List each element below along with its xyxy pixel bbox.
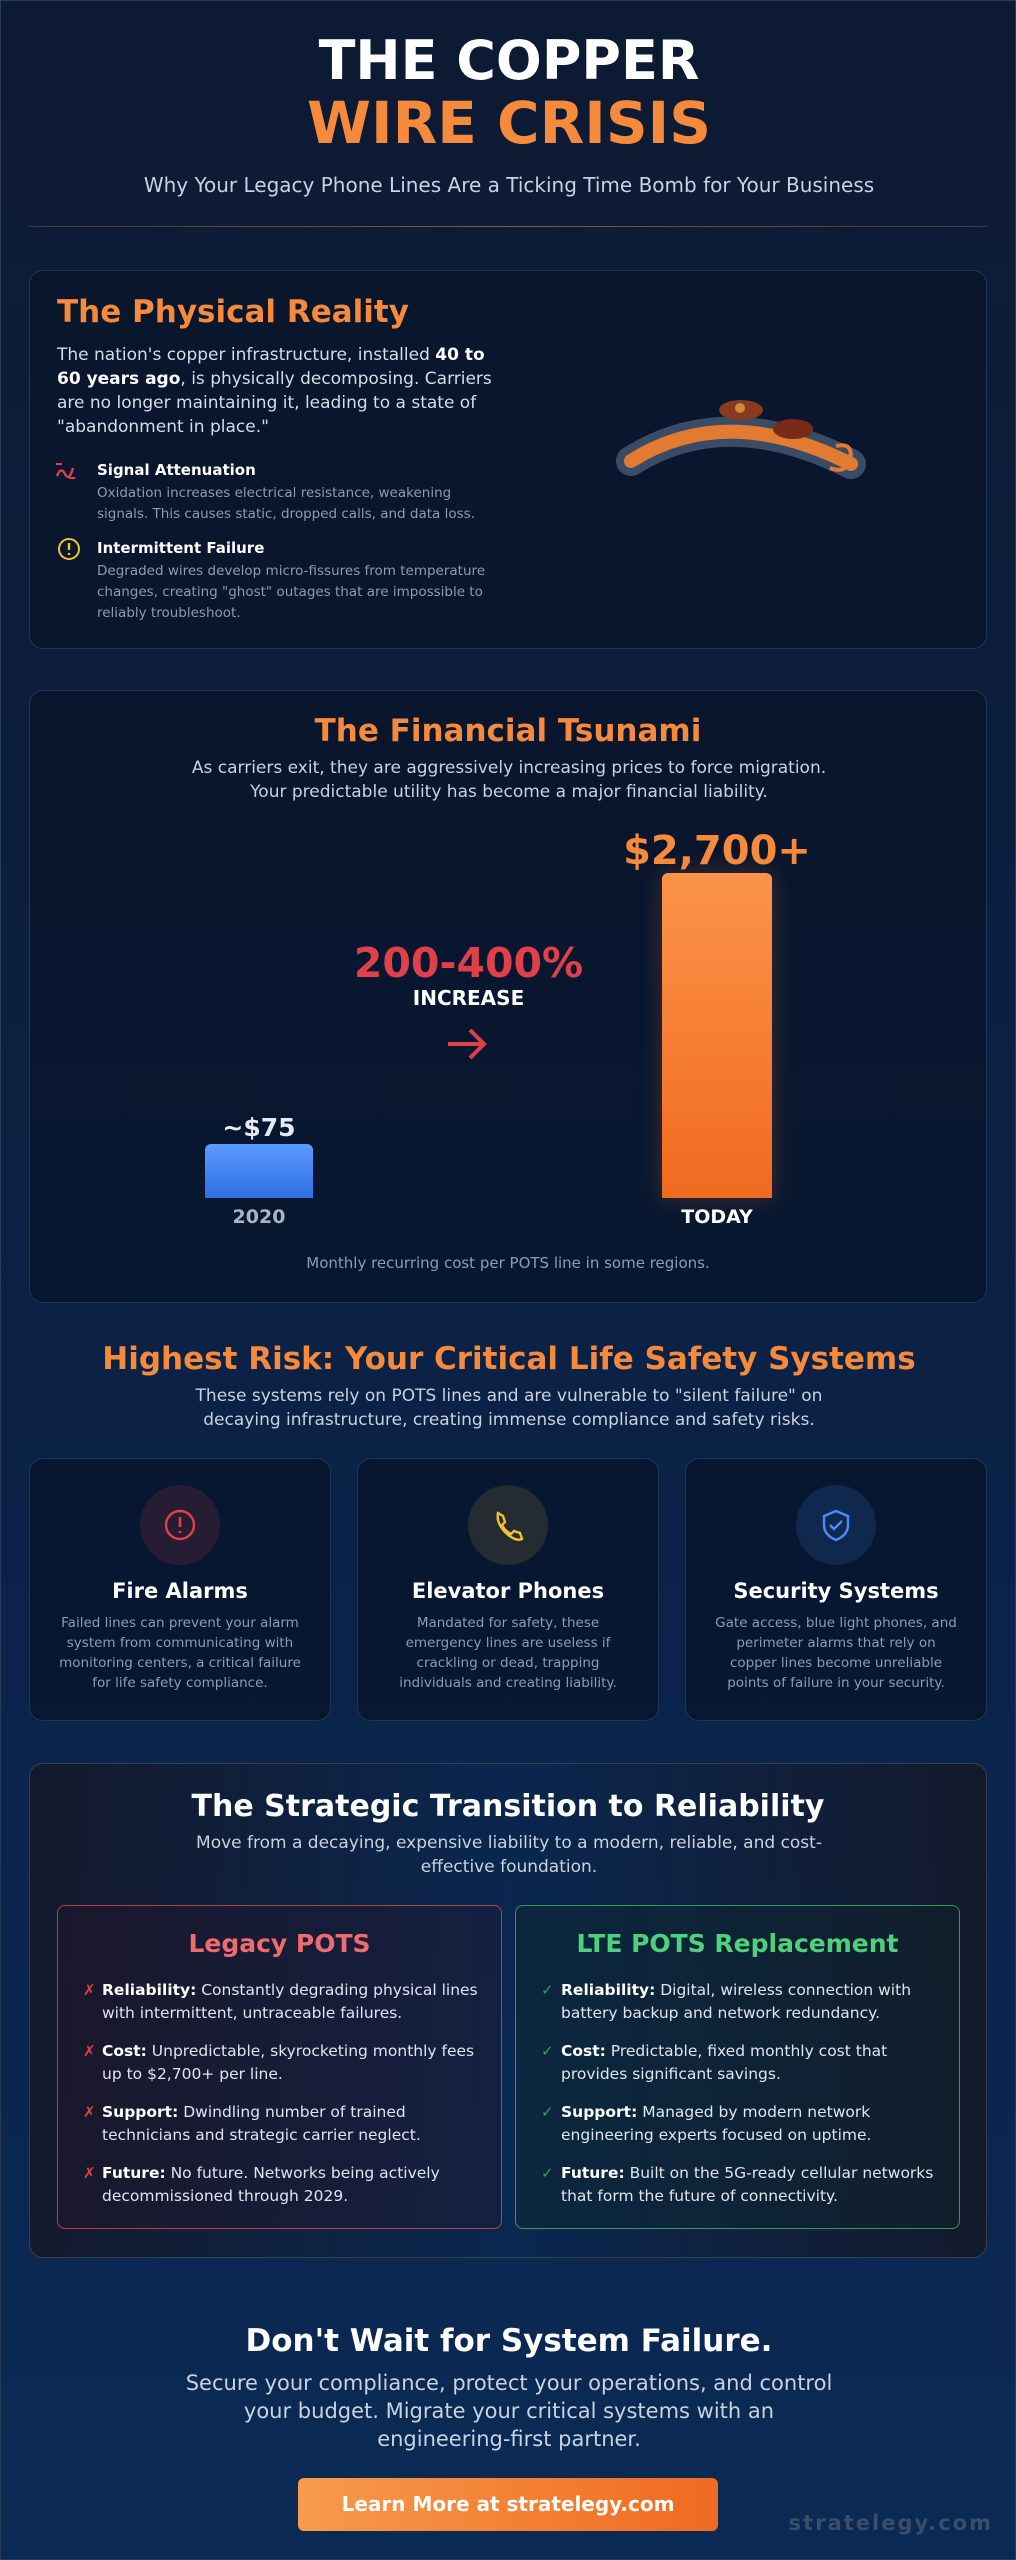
list-item: Future: Built on the 5G-ready cellular n… bbox=[561, 2162, 946, 2208]
section-subtitle: These systems rely on POTS lines and are… bbox=[195, 1386, 823, 1430]
section-title: Highest Risk: Your Critical Life Safety … bbox=[102, 1341, 916, 1377]
card-title: Security Systems bbox=[733, 1579, 939, 1603]
section-title: The Physical Reality bbox=[57, 294, 409, 330]
section-title: The Strategic Transition to Reliability bbox=[191, 1789, 825, 1824]
arrow bbox=[448, 1028, 487, 1060]
cta-title: Don't Wait for System Failure. bbox=[245, 2323, 773, 2359]
list-item: Support: Managed by modern network engin… bbox=[561, 2101, 946, 2147]
intro: The nation's copper infrastructure, inst… bbox=[57, 343, 497, 439]
bullet-icon: ✓ bbox=[541, 1981, 554, 1999]
cta-button[interactable]: Learn More at stratelegy.com bbox=[298, 2478, 718, 2531]
item-label: Support: bbox=[561, 2103, 638, 2121]
increase-stat: 200-400% bbox=[353, 939, 584, 987]
item-label: Future: bbox=[102, 2164, 166, 2182]
section-title: The Financial Tsunami bbox=[314, 713, 702, 749]
card-title: Elevator Phones bbox=[411, 1579, 605, 1603]
bullet-icon: ✗ bbox=[83, 1981, 96, 1999]
legacy-box bbox=[57, 1905, 502, 2229]
bullet-icon: ✓ bbox=[541, 2103, 554, 2121]
transition-card bbox=[29, 1763, 987, 2258]
list-item: Reliability: Constantly degrading physic… bbox=[102, 1979, 487, 2025]
icon bbox=[496, 1511, 524, 1541]
item-text: Digital, wireless connection with batter… bbox=[561, 1981, 912, 2022]
item-text: Dwindling number of trained technicians … bbox=[102, 2103, 421, 2144]
value-label: ~$75 bbox=[222, 1113, 296, 1142]
item-title: Signal Attenuation bbox=[97, 461, 256, 479]
signal-icon bbox=[55, 463, 75, 479]
card-text: Failed lines can prevent your alarm syst… bbox=[59, 1615, 301, 1691]
item-text: Constantly degrading physical lines with… bbox=[102, 1981, 478, 2022]
risk-icon bbox=[468, 1485, 548, 1565]
bullet-icon: ✗ bbox=[83, 2164, 96, 2182]
box-title: LTE POTS Replacement bbox=[576, 1929, 899, 1958]
item-label: Reliability: bbox=[102, 1981, 197, 1999]
bar-2020 bbox=[205, 1144, 313, 1198]
list-item: Cost: Unpredictable, skyrocketing monthl… bbox=[102, 2040, 487, 2086]
risk-icon bbox=[140, 1485, 220, 1565]
risk-card bbox=[685, 1458, 987, 1721]
intro-bold: 40 to 60 years ago bbox=[57, 345, 485, 389]
card-text: Mandated for safety, these emergency lin… bbox=[399, 1615, 617, 1691]
item-text: Unpredictable, skyrocketing monthly fees… bbox=[102, 2042, 475, 2083]
subtitle: Why Your Legacy Phone Lines Are a Tickin… bbox=[143, 173, 875, 197]
item-title: Intermittent Failure bbox=[97, 539, 265, 557]
title: THE COPPER bbox=[318, 29, 700, 92]
bar-label: TODAY bbox=[681, 1206, 753, 1228]
bullet-icon: ✗ bbox=[83, 2042, 96, 2060]
item-text: Predictable, fixed monthly cost that pro… bbox=[561, 2042, 888, 2083]
icon bbox=[822, 1509, 850, 1542]
item-text: Built on the 5G-ready cellular networks … bbox=[561, 2164, 934, 2205]
list-item: Reliability: Digital, wireless connectio… bbox=[561, 1979, 946, 2025]
card-text: Gate access, blue light phones, and peri… bbox=[715, 1615, 957, 1691]
note: Monthly recurring cost per POTS line in … bbox=[306, 1254, 710, 1272]
increase-label: INCREASE bbox=[412, 986, 525, 1010]
bullet-icon: ✗ bbox=[83, 2103, 96, 2121]
lte-box bbox=[515, 1905, 960, 2229]
item-text: Oxidation increases electrical resistanc… bbox=[97, 485, 475, 522]
item-label: Reliability: bbox=[561, 1981, 656, 1999]
section-subtitle: Move from a decaying, expensive liabilit… bbox=[196, 1833, 822, 1877]
intro-text: , is physically decomposing. Carriers ar… bbox=[57, 369, 492, 437]
title-accent: WIRE CRISIS bbox=[307, 89, 711, 157]
item-label: Future: bbox=[561, 2164, 625, 2182]
risk-icon bbox=[796, 1485, 876, 1565]
wire-illustration bbox=[616, 400, 866, 479]
financial-card bbox=[29, 690, 987, 1303]
list-item: Future: No future. Networks being active… bbox=[102, 2162, 487, 2208]
box-title: Legacy POTS bbox=[188, 1929, 371, 1958]
risk-card bbox=[29, 1458, 331, 1721]
warning-icon bbox=[58, 538, 80, 560]
item-label: Cost: bbox=[102, 2042, 147, 2060]
bullet-icon: ✓ bbox=[541, 2042, 554, 2060]
divider bbox=[29, 226, 987, 227]
section-subtitle: As carriers exit, they are aggressively … bbox=[191, 758, 827, 802]
item-label: Cost: bbox=[561, 2042, 606, 2060]
list-item: Cost: Predictable, fixed monthly cost th… bbox=[561, 2040, 946, 2086]
watermark: stratelegy.com bbox=[788, 2511, 993, 2535]
list-item: Support: Dwindling number of trained tec… bbox=[102, 2101, 487, 2147]
bullet-icon: ✓ bbox=[541, 2164, 554, 2182]
bar-label: 2020 bbox=[232, 1206, 286, 1228]
cta-text: Secure your compliance, protect your ope… bbox=[185, 2371, 833, 2451]
item-text: Managed by modern network engineering ex… bbox=[561, 2103, 872, 2144]
icon bbox=[164, 1509, 196, 1541]
item-label: Support: bbox=[102, 2103, 179, 2121]
card-title: Fire Alarms bbox=[112, 1579, 248, 1603]
item-text: No future. Networks being actively decom… bbox=[102, 2164, 440, 2205]
risk-card bbox=[357, 1458, 659, 1721]
value-label: $2,700+ bbox=[623, 828, 811, 874]
item-text: Degraded wires develop micro-fissures fr… bbox=[97, 563, 486, 621]
intro-text: The nation's copper infrastructure, inst… bbox=[57, 345, 436, 365]
bar-today bbox=[662, 873, 772, 1198]
